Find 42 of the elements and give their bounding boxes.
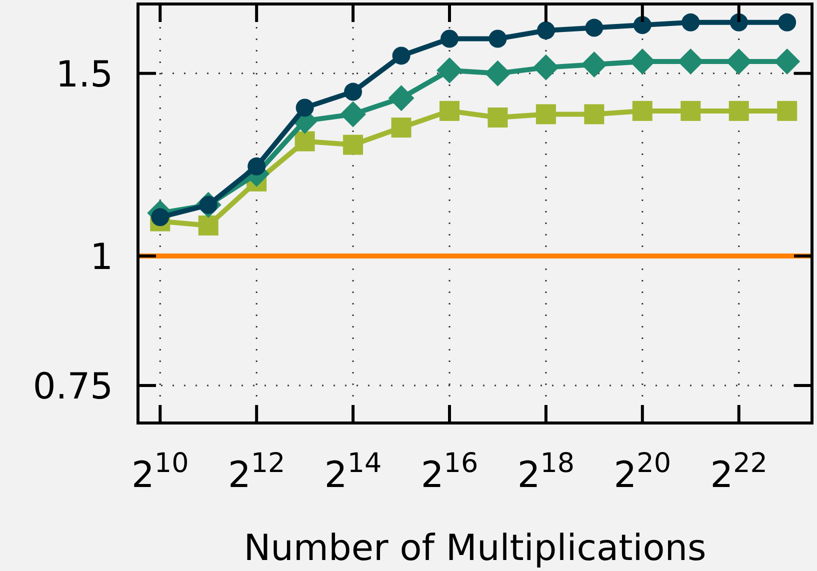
point [392, 46, 410, 65]
x-tick-label: 2$^{18}$ [517, 448, 575, 496]
point [680, 100, 701, 121]
y-tick-label: 0.75 [32, 366, 113, 408]
x-tick-label: 2$^{12}$ [228, 448, 286, 496]
x-tick-label: 2$^{20}$ [614, 448, 672, 496]
point [730, 13, 748, 32]
point [391, 118, 412, 138]
x-tick-label: 2$^{14}$ [324, 448, 382, 496]
point [440, 30, 458, 48]
point [484, 60, 511, 86]
x-axis-title: Number of Multiplications [244, 528, 706, 569]
point [294, 131, 315, 152]
x-tick-label: 2$^{10}$ [132, 448, 189, 496]
point [344, 82, 362, 101]
x-tick-label: 2$^{22}$ [710, 448, 768, 496]
x-tick-label: 2$^{16}$ [420, 448, 478, 496]
point [343, 134, 364, 155]
point [632, 100, 652, 121]
point [536, 21, 555, 40]
y-tick-label: 1.5 [56, 54, 113, 96]
point [248, 157, 266, 176]
point [778, 13, 796, 32]
point [532, 54, 559, 80]
point [584, 104, 604, 124]
point [777, 100, 798, 121]
point [488, 30, 507, 48]
point [439, 100, 460, 121]
point [536, 104, 556, 124]
point [488, 108, 508, 128]
point [151, 208, 170, 226]
point [682, 13, 700, 32]
point [340, 101, 366, 128]
point [581, 51, 608, 78]
point [296, 98, 314, 117]
point [633, 16, 652, 34]
point [728, 100, 749, 121]
point [585, 18, 604, 37]
point [198, 215, 218, 236]
point [388, 85, 414, 112]
point [436, 57, 462, 84]
y-tick-label: 1 [90, 236, 113, 278]
